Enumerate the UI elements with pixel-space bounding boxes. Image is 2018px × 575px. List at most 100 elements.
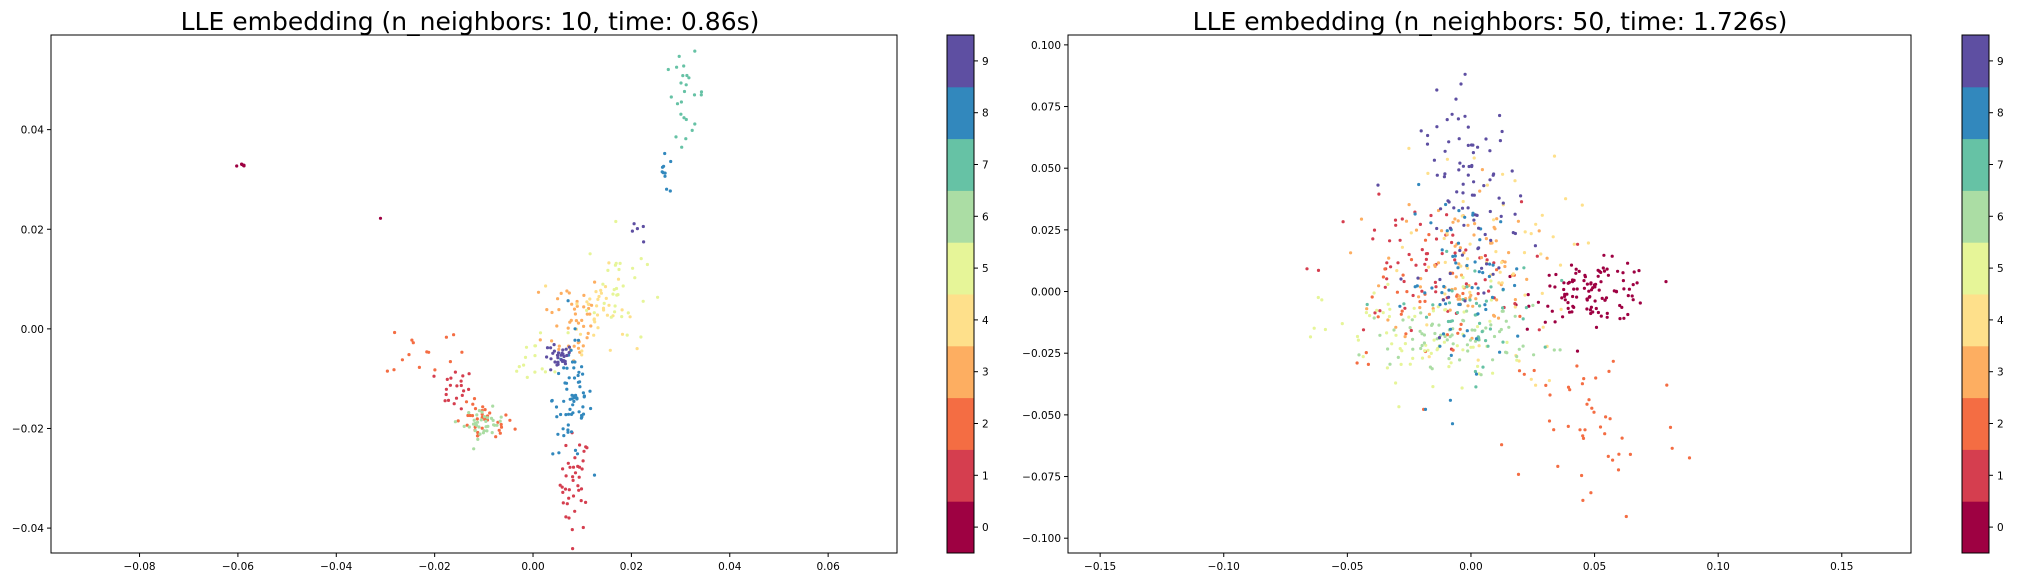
data-point-class-4	[1400, 245, 1404, 249]
data-point-class-1	[1378, 309, 1382, 313]
data-point-class-4	[1513, 305, 1517, 309]
data-point-class-2	[1401, 273, 1405, 277]
data-point-class-0	[1606, 273, 1610, 277]
data-point-class-8	[566, 430, 570, 434]
data-point-class-0	[1614, 289, 1618, 293]
data-point-class-2	[1585, 402, 1589, 406]
data-point-class-7	[685, 73, 689, 78]
colorbar-tick-label: 4	[1997, 315, 2004, 327]
data-point-class-3	[1503, 260, 1507, 264]
data-point-class-7	[682, 64, 686, 68]
data-point-class-3	[1466, 223, 1470, 227]
data-point-class-2	[468, 413, 472, 418]
data-point-class-7	[679, 112, 683, 116]
data-point-class-3	[1513, 298, 1517, 302]
data-point-class-6	[1451, 342, 1455, 346]
data-point-class-6	[1401, 318, 1405, 322]
data-point-class-9	[1463, 114, 1467, 118]
y-axis-ticks-left: −0.04 −0.02 0.00 0.02 0.04	[12, 125, 51, 535]
data-point-class-8	[564, 413, 568, 417]
data-point-class-8	[569, 430, 574, 434]
data-point-class-1	[582, 449, 586, 453]
data-point-class-7	[690, 128, 694, 132]
data-point-class-4	[1425, 323, 1429, 327]
data-point-class-8	[575, 397, 579, 401]
data-point-class-8	[1498, 350, 1502, 354]
data-point-class-6	[1392, 328, 1396, 332]
data-point-class-8	[1478, 238, 1482, 242]
data-point-class-2	[392, 368, 396, 372]
colorbar-segment	[947, 345, 974, 399]
data-point-class-5	[1431, 385, 1435, 389]
data-point-class-6	[1372, 316, 1376, 320]
data-point-class-0	[1604, 296, 1609, 300]
data-point-class-5	[656, 295, 660, 299]
data-point-class-0	[1571, 294, 1575, 299]
data-point-class-5	[538, 331, 543, 335]
data-point-class-4	[1445, 157, 1449, 161]
data-point-class-6	[1418, 329, 1422, 333]
data-point-class-6	[1466, 349, 1470, 353]
x-tick-label: 0.00	[521, 561, 544, 573]
data-point-class-4	[596, 297, 600, 301]
data-point-class-0	[242, 163, 246, 167]
data-point-class-5	[1449, 361, 1453, 365]
data-point-class-3	[1537, 229, 1541, 233]
colorbar-tick-label: 8	[1997, 108, 2004, 120]
data-point-class-1	[564, 515, 568, 519]
data-point-class-9	[1435, 226, 1439, 231]
data-point-class-8	[562, 399, 566, 403]
data-point-class-8	[1440, 291, 1444, 295]
data-point-class-5	[1368, 314, 1372, 318]
data-point-class-4	[1466, 266, 1470, 270]
data-point-class-9	[555, 353, 560, 357]
data-point-class-2	[1581, 436, 1586, 440]
data-point-class-7	[1468, 298, 1472, 302]
data-point-class-5	[1316, 295, 1320, 300]
data-point-class-1	[1535, 254, 1539, 258]
data-point-class-3	[1503, 264, 1507, 269]
data-point-class-3	[1386, 318, 1390, 322]
data-point-class-8	[567, 376, 571, 380]
data-point-class-4	[1572, 242, 1576, 246]
colorbar-tick-label: 0	[1997, 522, 2004, 534]
data-point-class-3	[538, 338, 542, 342]
data-point-class-9	[552, 349, 557, 353]
data-point-class-8	[561, 427, 565, 431]
data-point-class-1	[580, 467, 584, 471]
data-point-class-4	[580, 349, 584, 353]
data-point-class-1	[585, 446, 589, 450]
data-point-class-1	[1451, 233, 1455, 237]
data-point-class-8	[581, 412, 586, 416]
data-point-class-0	[1620, 305, 1624, 309]
data-point-class-5	[616, 293, 620, 297]
data-point-class-1	[453, 370, 457, 374]
data-point-class-2	[1582, 377, 1586, 381]
data-point-class-5	[1375, 308, 1379, 312]
data-point-class-4	[1395, 269, 1399, 273]
data-point-class-6	[1445, 338, 1449, 342]
data-point-class-6	[1386, 347, 1390, 351]
data-point-class-8	[1463, 215, 1467, 219]
data-point-class-2	[1355, 361, 1359, 365]
data-point-class-9	[545, 355, 549, 359]
data-point-class-1	[462, 389, 466, 393]
data-point-class-1	[1385, 261, 1389, 265]
data-point-class-3	[1365, 307, 1369, 311]
data-point-class-5	[525, 375, 529, 379]
data-point-class-9	[1447, 140, 1451, 144]
data-point-class-9	[564, 347, 568, 351]
data-point-class-3	[557, 308, 561, 312]
data-point-class-3	[1418, 285, 1422, 289]
data-point-class-6	[492, 423, 496, 427]
data-point-class-1	[1418, 222, 1422, 226]
data-point-class-2	[473, 407, 478, 411]
data-point-class-5	[1399, 362, 1403, 366]
data-point-class-2	[1544, 383, 1548, 387]
data-point-class-9	[1443, 149, 1447, 153]
y-tick-label: 0.00	[21, 324, 44, 336]
data-point-class-3	[1418, 306, 1422, 310]
data-point-class-8	[1476, 312, 1480, 316]
data-point-class-1	[584, 500, 588, 504]
data-point-class-5	[522, 363, 526, 367]
